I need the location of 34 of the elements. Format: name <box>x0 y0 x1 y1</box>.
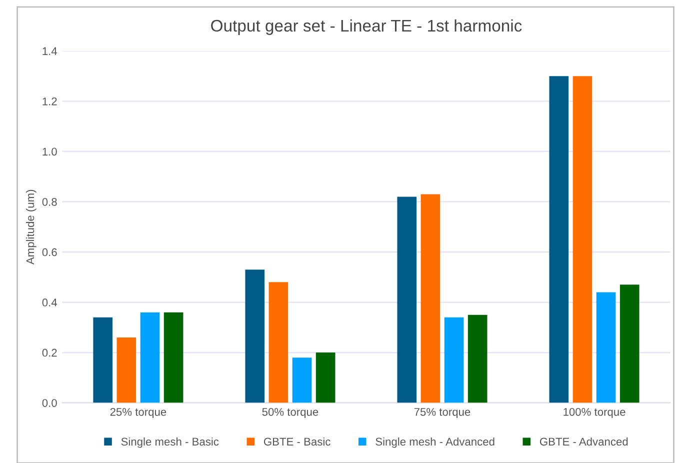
bar <box>116 337 136 403</box>
bar <box>93 317 113 403</box>
y-tick-label: 0.8 <box>42 198 57 206</box>
bar <box>245 270 265 403</box>
x-tick-label: 50% torque <box>262 408 318 418</box>
y-tick-label: 1.4 <box>42 47 58 55</box>
legend-label: Single mesh - Basic <box>121 437 219 448</box>
x-tick-label: 100% torque <box>564 408 626 418</box>
bar <box>572 76 592 403</box>
bar <box>549 76 569 403</box>
bar <box>292 358 312 403</box>
legend-label: Single mesh - Advanced <box>376 437 494 448</box>
y-axis-title: Amplitude (um) <box>26 190 36 265</box>
y-tick-label: 1.0 <box>42 148 57 156</box>
y-tick-label: 0.4 <box>42 298 58 306</box>
x-tick-label: 25% torque <box>110 408 166 418</box>
bar <box>468 314 488 403</box>
bar <box>268 282 288 403</box>
y-tick-label: 0.6 <box>42 248 57 256</box>
bar <box>397 196 417 403</box>
bar <box>596 292 616 403</box>
bar <box>140 312 160 403</box>
legend-label: GBTE - Advanced <box>540 437 628 446</box>
y-tick-label: 0.0 <box>42 399 57 407</box>
y-tick-label: 1.2 <box>42 97 57 106</box>
y-tick-label: 0.2 <box>42 348 57 357</box>
bar <box>420 194 440 403</box>
bar <box>444 317 464 403</box>
chart-title: Output gear set - Linear TE - 1st harmonic <box>211 19 522 35</box>
bar <box>164 312 184 403</box>
x-tick-label: 75% torque <box>414 408 470 418</box>
legend-label: GBTE - Basic <box>264 437 330 446</box>
bar <box>620 284 640 403</box>
bar <box>316 352 336 403</box>
